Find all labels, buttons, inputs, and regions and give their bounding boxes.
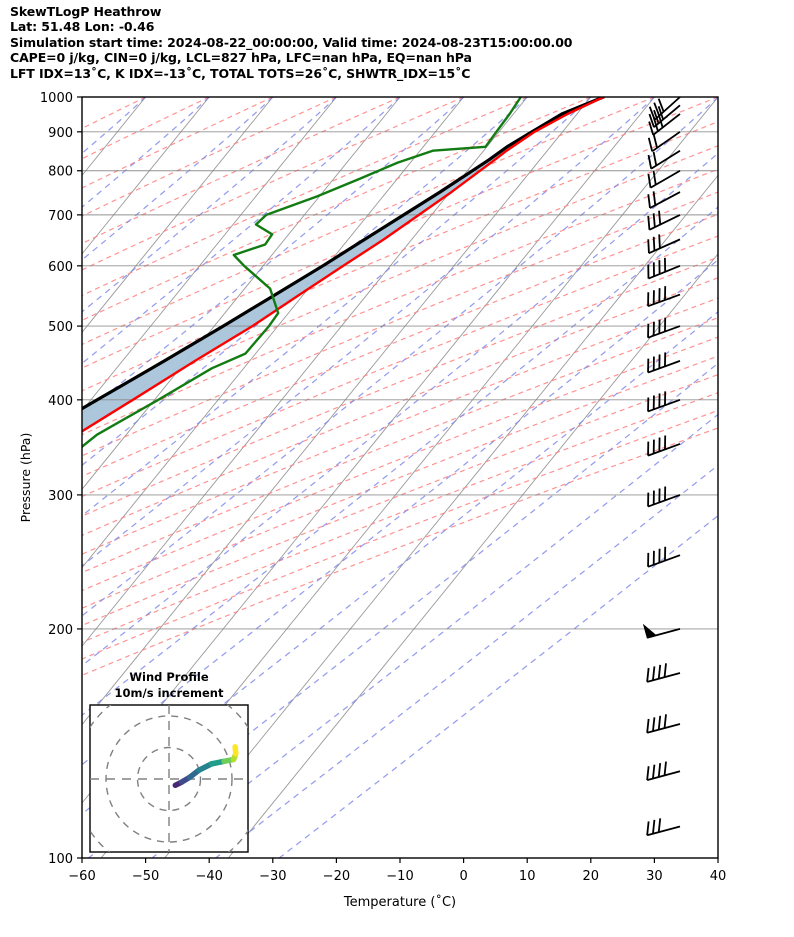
wind-barb <box>647 234 681 255</box>
wind-barb <box>647 149 681 170</box>
y-tick-label: 600 <box>48 260 73 275</box>
wind-barb <box>647 352 681 374</box>
y-axis-title: Pressure (hPa) <box>18 433 33 523</box>
x-tick-label: 20 <box>583 869 600 884</box>
cape-shading-region <box>82 97 604 432</box>
wind-barb <box>647 391 681 413</box>
x-tick-label: −50 <box>132 869 159 884</box>
wind-barb <box>647 169 681 189</box>
inset-subtitle: 10m/s increment <box>115 686 224 700</box>
wind-barb <box>647 286 681 308</box>
wind-barb <box>642 623 681 639</box>
y-tick-label: 400 <box>48 394 73 409</box>
y-tick-label: 800 <box>48 165 73 180</box>
x-tick-label: 40 <box>710 869 727 884</box>
wind-barb <box>647 257 681 280</box>
wind-barb <box>646 761 681 781</box>
wind-barb <box>647 435 681 457</box>
wind-barb <box>648 113 681 136</box>
x-tick-label: −60 <box>68 869 95 884</box>
wind-barb <box>647 191 681 209</box>
station-location: Lat: 51.48 Lon: -0.46 <box>10 19 155 35</box>
sounding-curves <box>82 97 606 449</box>
hodograph-trace <box>172 744 239 789</box>
wind-barb <box>647 131 681 153</box>
y-tick-label: 700 <box>48 209 73 224</box>
x-tick-label: −20 <box>323 869 350 884</box>
wind-barb <box>647 317 681 339</box>
wind-barb <box>647 486 681 508</box>
y-tick-label: 900 <box>48 126 73 141</box>
y-tick-label: 1000 <box>40 91 73 106</box>
y-tick-label: 100 <box>48 852 73 867</box>
inset-title: Wind Profile <box>129 670 209 684</box>
x-tick-label: −40 <box>195 869 222 884</box>
wind-barb <box>646 818 681 837</box>
hodograph-inset: Wind Profile 10m/s increment <box>89 670 249 853</box>
x-axis-title: Temperature (˚C) <box>343 894 456 910</box>
x-tick-label: −30 <box>259 869 286 884</box>
x-tick-label: 10 <box>519 869 536 884</box>
wind-barb <box>647 210 681 231</box>
x-tick-label: −10 <box>386 869 413 884</box>
figure-title: SkewTLogP Heathrow <box>10 4 162 19</box>
hodograph-gridlines <box>90 705 248 852</box>
y-tick-label: 500 <box>48 320 73 335</box>
wind-barb <box>646 714 681 734</box>
y-tick-label: 300 <box>48 489 73 504</box>
y-tick-label: 200 <box>48 623 73 638</box>
simulation-times: Simulation start time: 2024-08-22_00:00:… <box>10 34 573 50</box>
wind-barb <box>647 546 681 568</box>
stability-indices-line1: CAPE=0 j/kg, CIN=0 j/kg, LCL=827 hPa, LF… <box>10 50 472 66</box>
wind-barb-column <box>642 96 681 837</box>
x-tick-label: 30 <box>646 869 663 884</box>
wind-barb <box>646 663 681 683</box>
wind-barb <box>648 104 681 128</box>
x-tick-label: 0 <box>459 869 467 884</box>
stability-indices-line2: LFT IDX=13˚C, K IDX=-13˚C, TOTAL TOTS=26… <box>10 65 471 81</box>
figure-header: SkewTLogP Heathrow Lat: 51.48 Lon: -0.46… <box>10 4 790 81</box>
